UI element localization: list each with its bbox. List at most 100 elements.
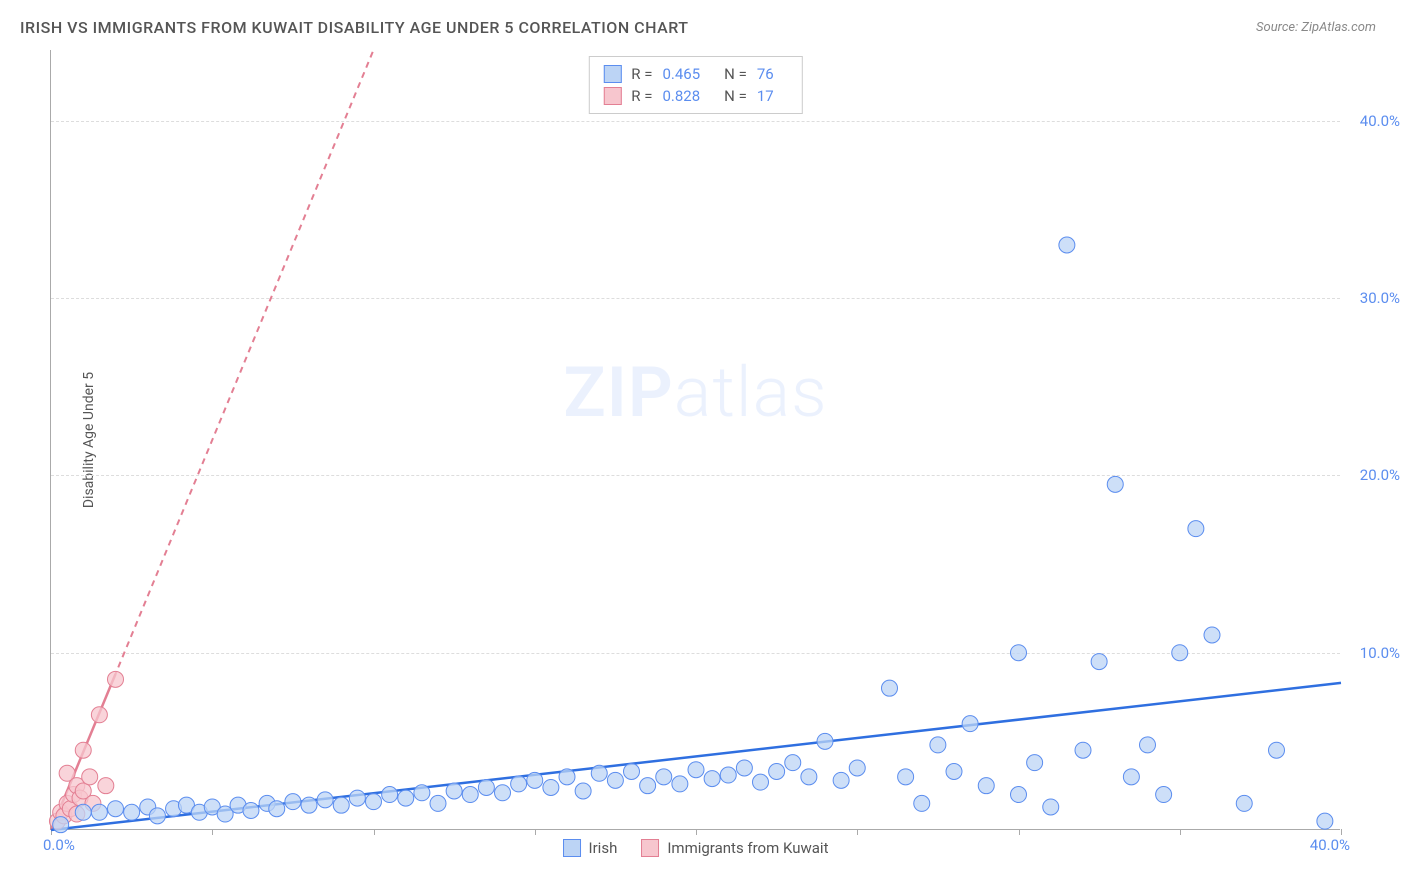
data-point [978,778,994,794]
x-tick [1180,829,1181,835]
r-label: R = [631,65,652,83]
data-point [1107,476,1123,492]
data-point [1011,787,1027,803]
data-point [575,783,591,799]
data-point [1188,521,1204,537]
data-point [1204,627,1220,643]
data-point [53,817,69,833]
data-point [769,764,785,780]
data-point [269,801,285,817]
data-point [962,716,978,732]
data-point [688,762,704,778]
data-point [543,779,559,795]
r-value-kuwait: 0.828 [662,87,700,105]
scatter-plot-svg [51,50,1340,829]
data-point [1011,645,1027,661]
r-label: R = [631,87,652,105]
legend-item-kuwait: Immigrants from Kuwait [641,839,828,857]
data-point [349,790,365,806]
data-point [446,783,462,799]
data-point [1123,769,1139,785]
data-point [285,794,301,810]
data-point [317,792,333,808]
data-point [91,707,107,723]
correlation-legend: R = 0.465 N = 76 R = 0.828 N = 17 [588,56,802,114]
y-tick-label: 30.0% [1345,289,1400,307]
n-label: N = [724,65,747,83]
data-point [108,801,124,817]
data-point [559,769,575,785]
data-point [527,772,543,788]
data-point [785,755,801,771]
legend-swatch-kuwait [641,839,659,857]
data-point [1140,737,1156,753]
data-point [656,769,672,785]
data-point [1269,742,1285,758]
legend-swatch-kuwait [603,87,621,105]
data-point [833,772,849,788]
data-point [108,671,124,687]
data-point [511,776,527,792]
data-point [1027,755,1043,771]
source-attribution: Source: ZipAtlas.com [1256,20,1376,35]
data-point [672,776,688,792]
chart-title: IRISH VS IMMIGRANTS FROM KUWAIT DISABILI… [20,18,689,37]
data-point [1172,645,1188,661]
data-point [382,787,398,803]
data-point [149,808,165,824]
legend-item-irish: Irish [563,839,618,857]
data-point [1156,787,1172,803]
legend-label-kuwait: Immigrants from Kuwait [667,839,828,857]
data-point [75,804,91,820]
data-point [1236,795,1252,811]
legend-row-irish: R = 0.465 N = 76 [603,63,787,85]
data-point [591,765,607,781]
y-tick-label: 20.0% [1345,466,1400,484]
x-end-label: 40.0% [1310,836,1350,854]
data-point [1043,799,1059,815]
data-point [817,733,833,749]
n-value-kuwait: 17 [757,87,774,105]
x-tick [857,829,858,835]
data-point [243,803,259,819]
r-value-irish: 0.465 [662,65,700,83]
data-point [1059,237,1075,253]
series-legend: Irish Immigrants from Kuwait [563,839,829,857]
legend-swatch-irish [563,839,581,857]
data-point [1091,654,1107,670]
data-point [882,680,898,696]
data-point [1075,742,1091,758]
data-point [736,760,752,776]
data-point [98,778,114,794]
legend-row-kuwait: R = 0.828 N = 17 [603,85,787,107]
data-point [398,790,414,806]
data-point [946,764,962,780]
x-tick [212,829,213,835]
x-tick [696,829,697,835]
x-origin-label: 0.0% [43,836,75,854]
legend-swatch-irish [603,65,621,83]
data-point [333,797,349,813]
data-point [91,804,107,820]
n-value-irish: 76 [757,65,774,83]
data-point [366,794,382,810]
data-point [624,764,640,780]
data-point [75,742,91,758]
x-tick [1341,829,1342,835]
data-point [82,769,98,785]
data-point [1317,813,1333,829]
data-point [801,769,817,785]
x-tick [535,829,536,835]
data-point [607,772,623,788]
data-point [753,774,769,790]
data-point [414,785,430,801]
data-point [430,795,446,811]
data-point [495,785,511,801]
data-point [720,767,736,783]
data-point [640,778,656,794]
data-point [914,795,930,811]
x-tick [1019,829,1020,835]
data-point [462,787,478,803]
data-point [898,769,914,785]
data-point [478,779,494,795]
